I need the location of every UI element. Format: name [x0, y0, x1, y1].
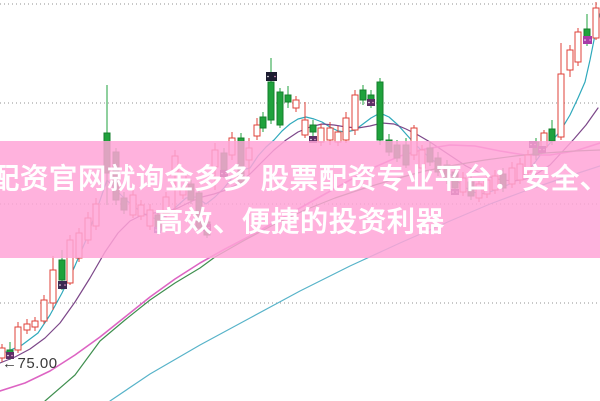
candle-body: [14, 326, 22, 351]
candle-body: [574, 31, 582, 63]
promo-line-2: 高效、便捷的投资利器: [154, 205, 445, 237]
candle: [267, 58, 275, 124]
candle-body: [351, 94, 359, 131]
signal-marker: [58, 281, 67, 289]
candle-body: [342, 117, 350, 141]
candle-body: [0, 347, 6, 359]
candle: [23, 319, 31, 334]
candle: [49, 256, 57, 310]
signal-marker-box: [266, 72, 277, 81]
signal-marker-dot: [64, 284, 66, 286]
signal-marker: [583, 36, 592, 44]
signal-marker-box: [583, 36, 592, 44]
candle: [301, 102, 309, 138]
promo-line-1: 配资官网就询金多多 股票配资专业平台：安全、: [0, 162, 600, 194]
candle: [342, 112, 350, 143]
candle: [259, 112, 267, 132]
signal-marker: [6, 352, 14, 359]
price-label: ←75.00: [2, 355, 58, 372]
candle: [0, 344, 6, 362]
signal-marker-dot: [310, 138, 312, 141]
signal-marker: [266, 72, 277, 81]
candle-body: [40, 299, 48, 322]
candle-body: [592, 7, 600, 39]
candle: [40, 295, 48, 324]
signal-marker-box: [58, 281, 67, 289]
candle-body: [309, 124, 317, 133]
signal-marker: [367, 99, 375, 106]
candle-body: [376, 81, 384, 141]
signal-marker-box: [367, 99, 375, 106]
candle: [566, 45, 574, 77]
signal-marker-box: [309, 136, 317, 143]
candle: [592, 2, 600, 40]
signal-marker-dot: [267, 75, 269, 78]
candle: [253, 118, 261, 140]
signal-marker-box: [6, 352, 14, 359]
candle: [292, 96, 300, 112]
candle: [557, 43, 565, 140]
candle-body: [557, 73, 565, 138]
candle: [14, 322, 22, 353]
signal-marker-dot: [584, 39, 586, 41]
signal-marker-dot: [368, 101, 370, 104]
candle-body: [566, 49, 574, 71]
candle-body: [292, 99, 300, 109]
candle-body: [284, 94, 292, 103]
promo-banner: 配资官网就询金多多 股票配资专业平台：安全、 高效、便捷的投资利器: [0, 141, 600, 258]
candle: [276, 88, 284, 128]
candle-body: [359, 89, 367, 101]
candle-body: [31, 320, 39, 328]
signal-marker-dot: [274, 75, 276, 78]
candle-body: [276, 91, 284, 126]
signal-marker-dot: [11, 354, 13, 357]
candle-body: [301, 119, 309, 136]
candle-body: [49, 269, 57, 304]
signal-marker-dot: [372, 101, 374, 104]
signal-marker-dot: [314, 138, 316, 141]
candle-body: [58, 259, 66, 281]
candle: [351, 90, 359, 135]
signal-marker: [309, 136, 317, 143]
candle-body: [326, 127, 334, 141]
candle-body: [583, 28, 591, 38]
candle-body: [267, 81, 275, 121]
candle: [284, 86, 292, 108]
signal-marker-dot: [589, 39, 591, 41]
candle-body: [253, 124, 261, 137]
candle-body: [548, 128, 556, 142]
candle: [359, 85, 367, 105]
signal-marker-dot: [7, 354, 9, 357]
candle: [574, 28, 582, 66]
candle: [31, 317, 39, 331]
candle: [376, 78, 384, 145]
candle-body: [23, 323, 31, 331]
signal-marker-dot: [59, 284, 61, 286]
candle-body: [317, 127, 325, 143]
candle: [309, 120, 317, 136]
candle-body: [259, 116, 267, 129]
